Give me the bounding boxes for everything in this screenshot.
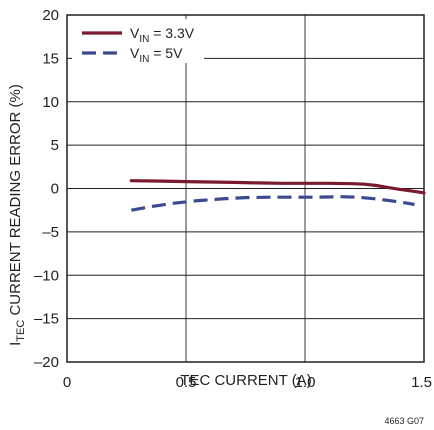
x-tick-labels: 0 0.5 1.0 1.5 [63,374,432,391]
y-axis-label-main: I [7,342,24,346]
series-line-2 [131,195,415,212]
series-lines [129,179,426,212]
y-tick-label: 15 [42,50,59,67]
y-tick-label: 20 [42,7,59,24]
x-axis-label: TEC CURRENT (A) [180,372,311,389]
y-tick-label: –20 [34,354,59,371]
y-tick-label: 0 [51,181,59,198]
plot-frame [66,14,425,363]
series-line-1 [129,179,426,195]
y-axis-label-sub: TEC [15,320,27,342]
x-tick-label: 1.0 [295,374,316,391]
legend-entry-1: VIN = 3.3V [130,25,195,45]
y-tick-labels: –20 –15 –10 –5 0 5 10 15 20 [34,7,59,371]
y-axis-label: ITEC CURRENT READING ERROR (%) [7,84,27,346]
figure-note: 4663 G07 [384,416,424,426]
y-tick-label: 5 [51,137,59,154]
grid [67,15,424,362]
y-tick-label: 10 [42,94,59,111]
y-tick-label: –5 [42,224,59,241]
legend-entry-2: VIN = 5V [130,45,183,65]
y-tick-label: –10 [34,267,59,284]
legend-background [72,19,204,63]
y-axis-label-rest: CURRENT READING ERROR (%) [7,84,24,320]
x-tick-label: 1.5 [411,374,432,391]
x-tick-label: 0 [63,374,71,391]
y-tick-label: –15 [34,311,59,328]
x-tick-label: 0.5 [176,374,197,391]
